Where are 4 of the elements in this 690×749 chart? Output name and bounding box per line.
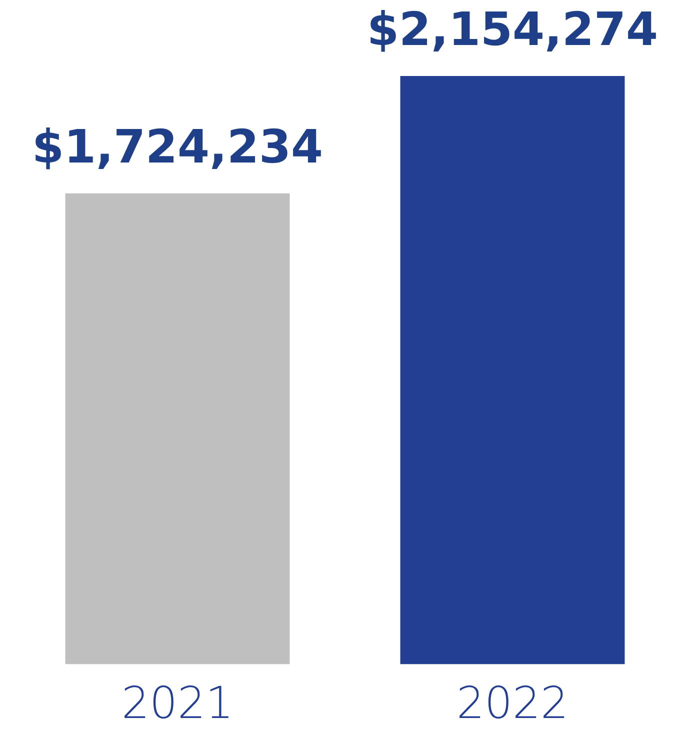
- data-label: $1,724,234: [32, 119, 324, 174]
- data-label: $2,154,274: [366, 2, 658, 56]
- x-tick-label: 2021: [122, 678, 234, 730]
- x-tick-label: 2022: [456, 678, 568, 730]
